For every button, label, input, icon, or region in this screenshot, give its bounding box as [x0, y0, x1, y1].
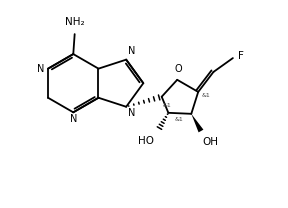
Text: &1: &1 — [163, 103, 172, 108]
Text: N: N — [70, 114, 77, 124]
Text: N: N — [128, 46, 135, 56]
Text: N: N — [37, 64, 45, 74]
Text: NH₂: NH₂ — [65, 17, 84, 27]
Text: HO: HO — [138, 136, 154, 146]
Text: F: F — [238, 51, 244, 61]
Text: &1: &1 — [202, 93, 210, 98]
Text: N: N — [128, 108, 135, 118]
Text: &1: &1 — [175, 117, 183, 122]
Text: OH: OH — [202, 137, 218, 147]
Text: O: O — [175, 64, 182, 74]
Polygon shape — [191, 114, 203, 132]
